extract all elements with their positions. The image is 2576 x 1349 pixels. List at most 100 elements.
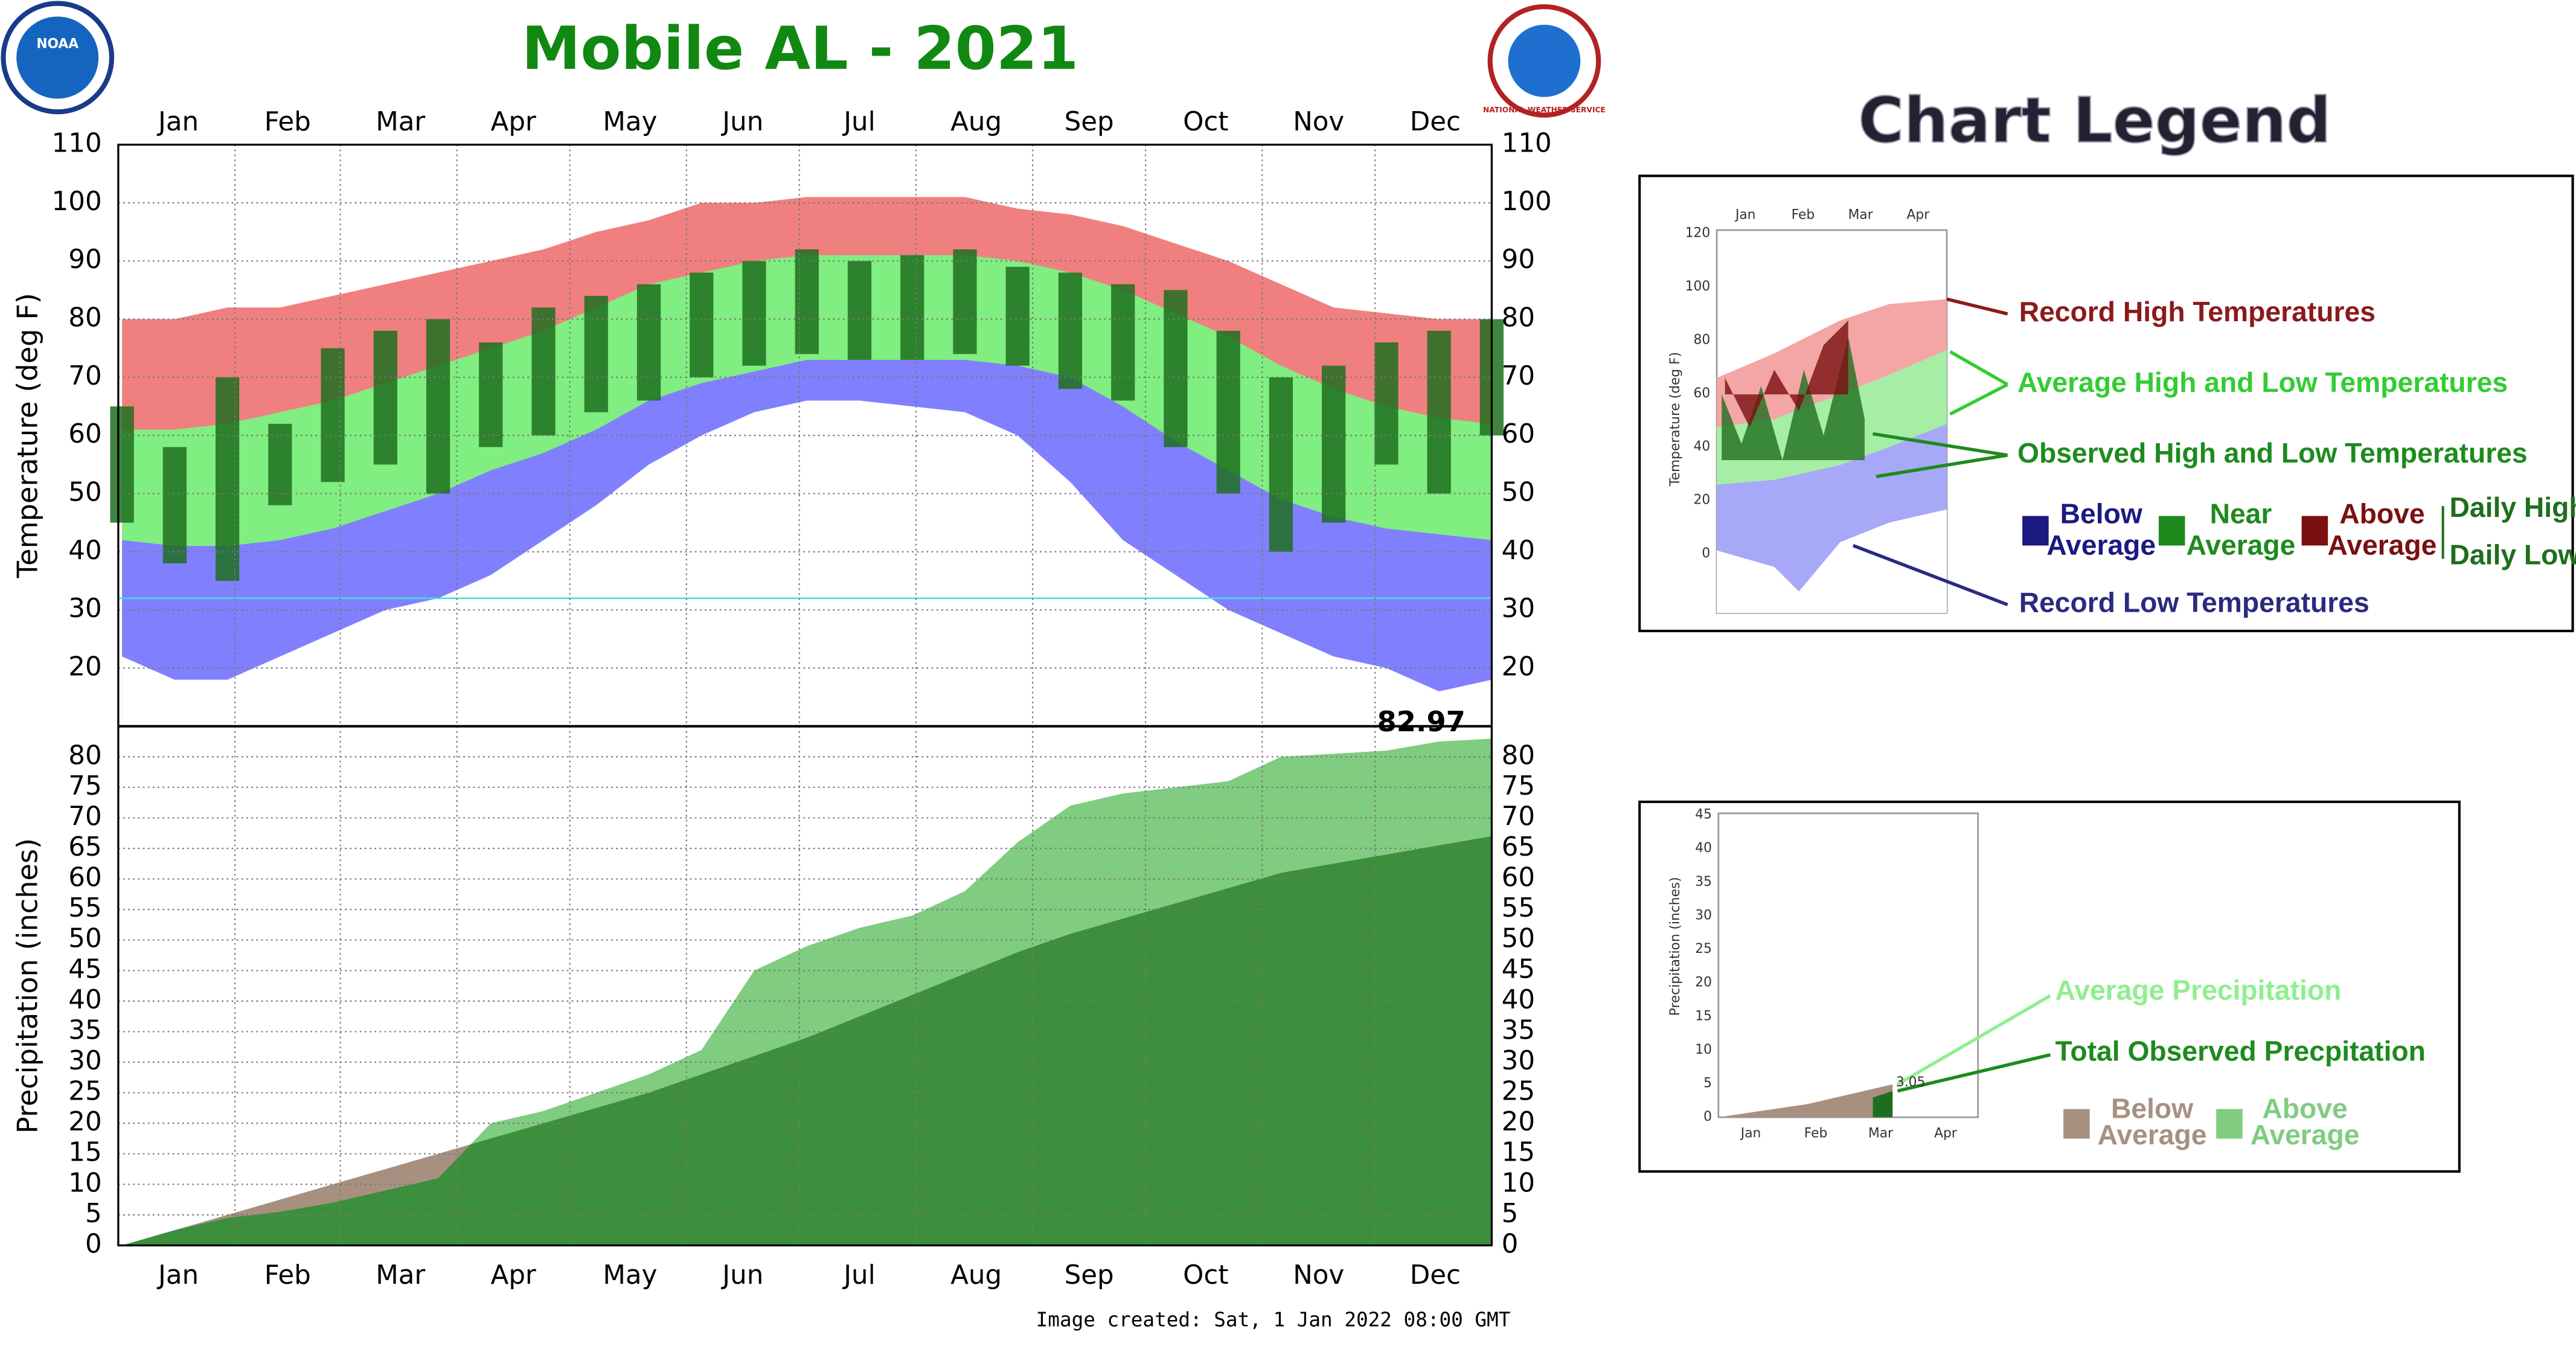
x-tick-label: Sep [1065, 107, 1114, 137]
y-tick-label: 60 [68, 419, 101, 449]
pointer [1897, 1053, 2051, 1093]
y-tick-label: 35 [68, 1015, 101, 1045]
observed-bar [1427, 330, 1451, 494]
logo-text: NATIONAL WEATHER SERVICE [1483, 106, 1606, 114]
x-tick-label: Apr [491, 107, 536, 137]
observed-bar [847, 261, 872, 360]
y-tick-label: 60 [68, 863, 101, 893]
observed-bar [690, 272, 714, 377]
legend-title: Chart Legend [1858, 85, 2331, 157]
y-tick-label: 30 [1502, 594, 1535, 624]
x-tick-label: Jun [720, 1260, 763, 1290]
x-tick-label: Jul [842, 1260, 876, 1290]
pointer [1852, 543, 2008, 606]
logo-disc [16, 16, 99, 99]
mini-tick-label: 20 [1694, 493, 1711, 508]
observed-bar [321, 348, 345, 482]
y-tick-label: 75 [68, 771, 101, 801]
y-tick-label: 0 [1502, 1229, 1519, 1259]
y-tick-label: 75 [1502, 771, 1535, 801]
y-tick-label: 10 [1502, 1168, 1535, 1198]
mini-tick-label: 0 [1702, 546, 1710, 561]
x-tick-label: Mar [376, 1260, 425, 1290]
legend-label: Above [2262, 1093, 2347, 1124]
y-tick-label: 80 [1502, 740, 1535, 771]
y-tick-label: 5 [85, 1199, 102, 1229]
mini-tick-label: 40 [1694, 439, 1711, 454]
x-tick-label: Jan [156, 1260, 199, 1290]
legend-label: Near [2210, 498, 2272, 530]
footer: Image created: Sat, 1 Jan 2022 08:00 GMT [1036, 1309, 1511, 1331]
y-tick-label: 25 [1502, 1077, 1535, 1107]
nws-logo: NATIONAL WEATHER SERVICE [1483, 4, 1606, 118]
y-tick-label: 55 [68, 893, 101, 923]
y-tick-label: 45 [68, 954, 101, 984]
legend-label: Record Low Temperatures [2019, 587, 2369, 618]
mini-axis-label: Precipitation (inches) [1668, 877, 1683, 1016]
mini-tick-label: Feb [1804, 1126, 1828, 1141]
y-tick-label: 30 [1502, 1046, 1535, 1076]
mini-tick-label: 35 [1695, 874, 1712, 889]
observed-bar [1164, 290, 1188, 447]
y-tick-label: 110 [1502, 129, 1552, 159]
legend-temperature: Record High Temperatures Average High an… [1638, 175, 2576, 632]
mini-tick-label: Jan [1740, 1126, 1761, 1141]
y-axis-label: Precipitation (inches) [11, 838, 43, 1133]
observed-bar [110, 406, 134, 523]
observed-bar [1322, 365, 1346, 523]
y-tick-label: 80 [68, 303, 101, 333]
legend-label: Above [2339, 498, 2424, 530]
mini-tick-label: Jan [1734, 208, 1756, 223]
mini-plot [1717, 812, 1979, 1118]
chart-title: Mobile AL - 2021 [522, 14, 1078, 83]
y-tick-label: 50 [1502, 924, 1535, 954]
observed-bar [531, 307, 556, 436]
mini-tick-label: 10 [1695, 1042, 1712, 1057]
legend-precipitation: 3.05 Average Precipitation Total Observe… [1638, 800, 2461, 1173]
y-tick-label: 50 [68, 477, 101, 507]
y-tick-label: 20 [1502, 652, 1535, 682]
x-tick-label: Aug [950, 107, 1002, 137]
x-tick-label: Dec [1410, 107, 1461, 137]
logo-text: NOAA [36, 37, 78, 52]
legend-label: Below [2111, 1093, 2194, 1124]
y-tick-label: 50 [1502, 477, 1535, 507]
swatch [2063, 1109, 2090, 1139]
observed-bar [1111, 284, 1135, 401]
y-tick-label: 40 [1502, 985, 1535, 1015]
x-tick-label: Nov [1293, 107, 1344, 137]
mini-observed [1722, 336, 1865, 460]
mini-tick-label: 80 [1694, 332, 1711, 347]
x-tick-label: Jul [842, 107, 876, 137]
y-tick-label: 20 [68, 1107, 101, 1137]
plot-frame [117, 143, 1493, 1247]
y-tick-label: 30 [68, 594, 101, 624]
y-tick-label: 65 [68, 832, 101, 862]
mini-axis-label: Temperature (deg F) [1668, 352, 1683, 487]
y-tick-label: 40 [1502, 536, 1535, 566]
mini-tick-label: 20 [1695, 975, 1712, 990]
y-tick-label: 65 [1502, 832, 1535, 862]
legend-label: Daily High [2450, 492, 2576, 523]
data-label: 82.97 [1377, 705, 1466, 738]
y-tick-label: 80 [68, 740, 101, 771]
legend-label: Record High Temperatures [2019, 296, 2376, 327]
y-tick-label: 110 [52, 129, 102, 159]
mini-record-low [1717, 509, 1947, 613]
logo-disc [1508, 24, 1581, 97]
noaa-logo: NOAA [1, 1, 115, 115]
y-tick-label: 5 [1502, 1199, 1519, 1229]
mini-tick-label: 5 [1703, 1076, 1712, 1091]
observed-bar [268, 423, 292, 505]
y-tick-label: 70 [1502, 361, 1535, 391]
mini-tick-label: 25 [1695, 941, 1712, 956]
y-tick-label: 60 [1502, 419, 1535, 449]
y-tick-label: 100 [1502, 187, 1552, 217]
x-tick-label: May [603, 107, 657, 137]
x-tick-label: Dec [1410, 1260, 1461, 1290]
observed-bar [215, 377, 240, 581]
y-tick-label: 90 [68, 245, 101, 275]
observed-bar [162, 447, 187, 564]
mini-tick-label: 120 [1685, 226, 1711, 241]
